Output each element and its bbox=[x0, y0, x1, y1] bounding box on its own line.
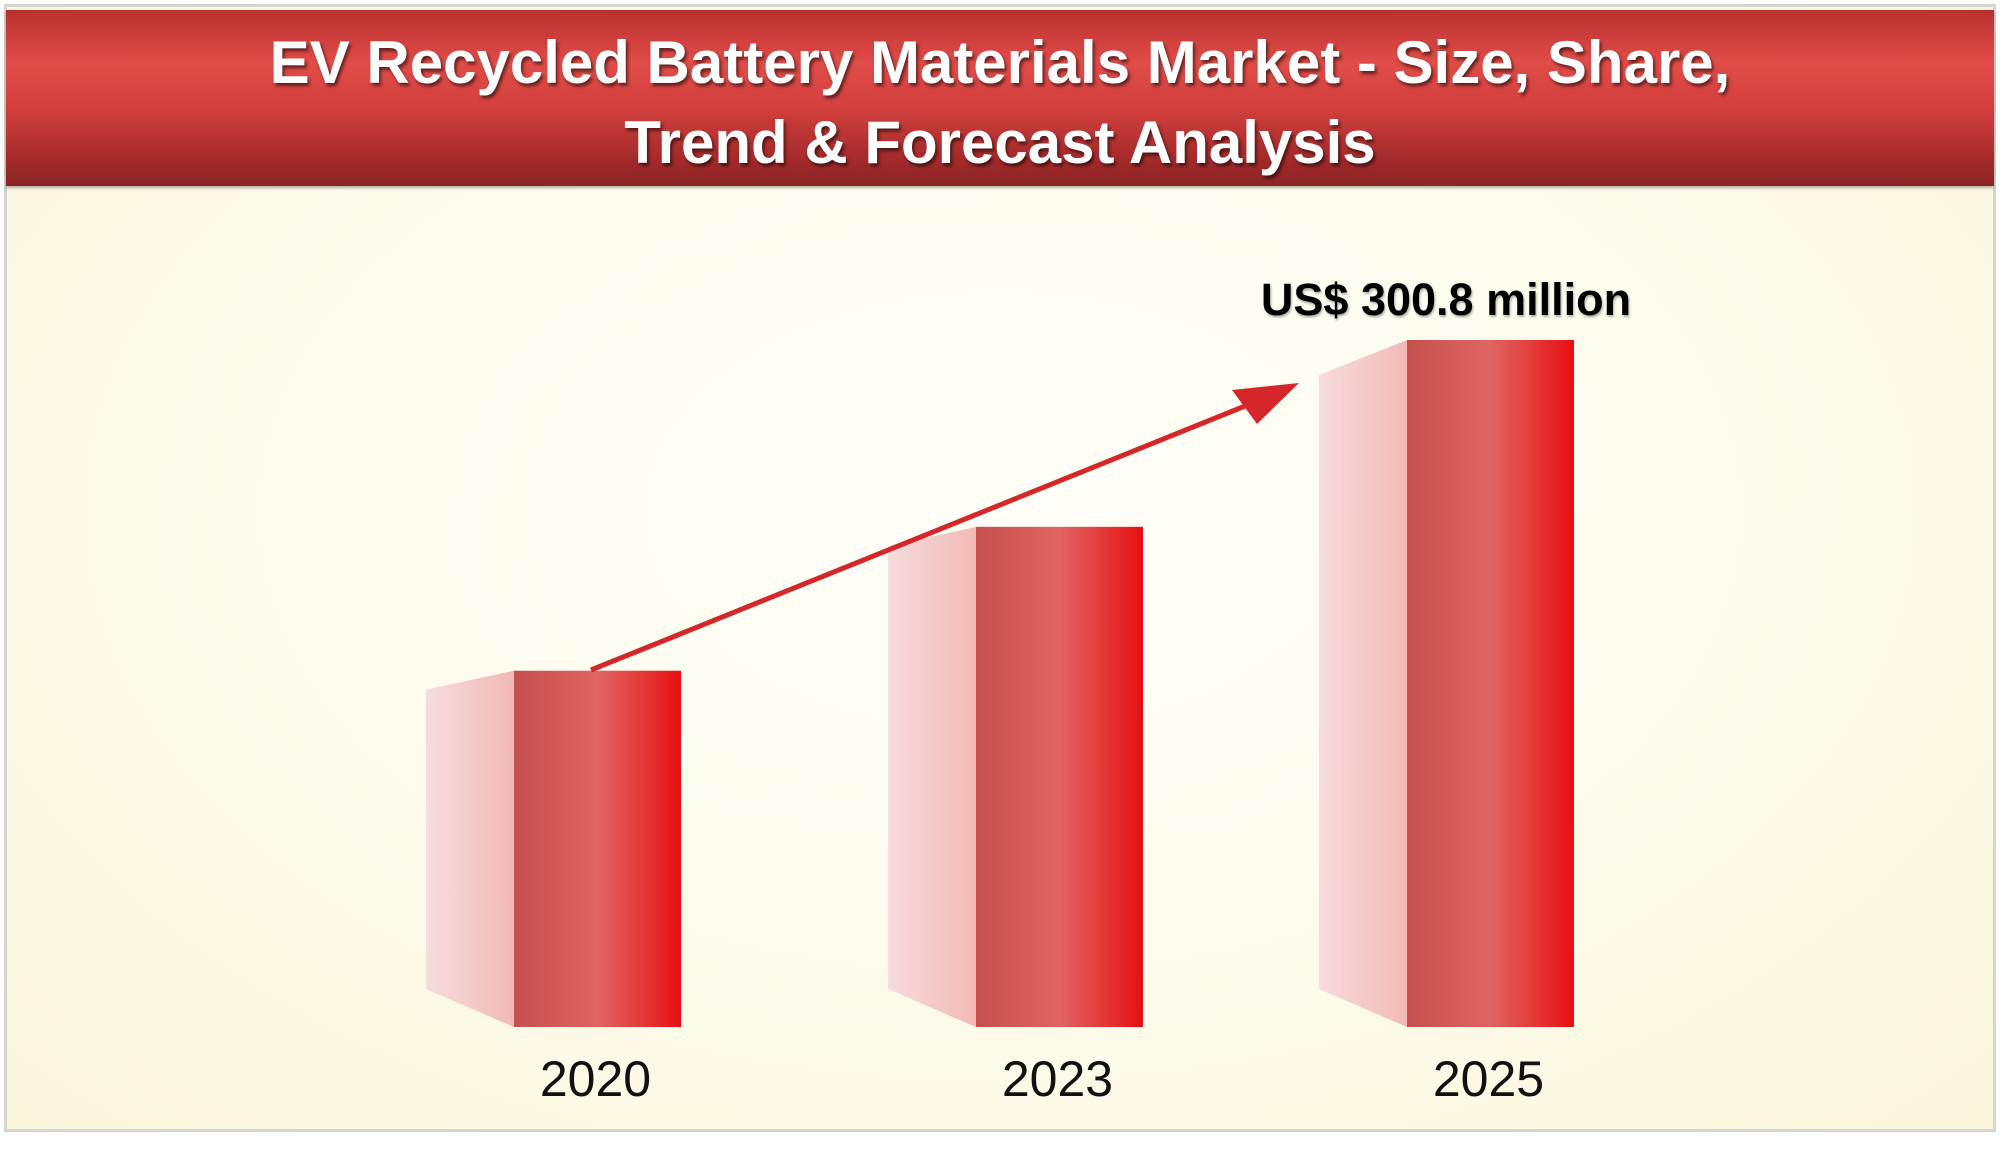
bar-2023 bbox=[976, 526, 1143, 1027]
chart-title-line-1: EV Recycled Battery Materials Market - S… bbox=[269, 29, 1731, 96]
trend-arrow-line bbox=[590, 397, 1261, 673]
chart-title-line-2: Trend & Forecast Analysis bbox=[624, 109, 1376, 176]
value-label: US$ 300.8 million bbox=[1261, 274, 1631, 325]
title-banner: EV Recycled Battery Materials Market - S… bbox=[6, 10, 1994, 186]
bar-2025 bbox=[1407, 340, 1574, 1027]
x-tick-label: 2023 bbox=[1002, 1051, 1113, 1107]
bar-2020 bbox=[514, 670, 681, 1027]
bar-side-2023 bbox=[888, 526, 976, 1027]
x-tick-label: 2020 bbox=[540, 1051, 651, 1107]
bar-side-2020 bbox=[426, 670, 514, 1027]
trend-arrow-head-icon bbox=[1232, 383, 1299, 424]
bar-side-2025 bbox=[1319, 340, 1407, 1027]
x-tick-label: 2025 bbox=[1433, 1051, 1544, 1107]
